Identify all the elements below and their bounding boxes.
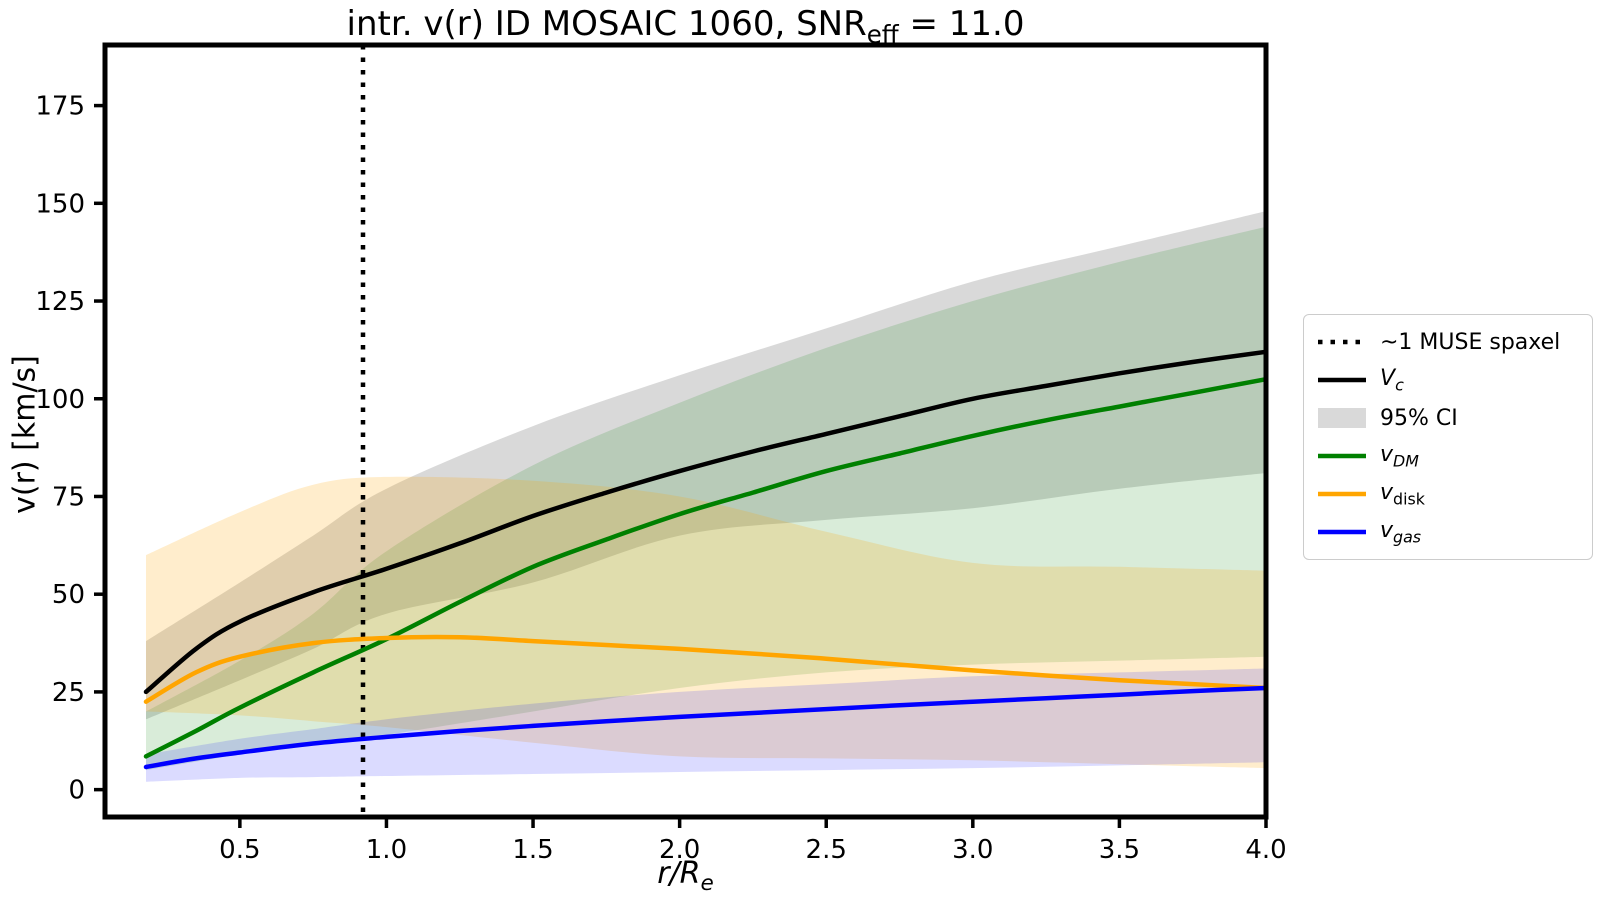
legend-label: vgas [1380, 517, 1422, 547]
ci-band-vdm-95-ci [146, 226, 1266, 771]
y-tick-label: 75 [52, 482, 85, 512]
y-tick-label: 175 [35, 92, 85, 122]
legend-label: Vc [1380, 365, 1404, 395]
x-axis-label: r/Re [105, 856, 1266, 896]
x-tick-label: 0.5 [219, 835, 260, 865]
y-tick-label: 125 [35, 287, 85, 317]
legend-line-sample [1318, 491, 1366, 497]
legend: ~1 MUSE spaxel Vc 95% CI vDM vdisk vgas [1303, 314, 1593, 560]
legend-entry: vDM [1318, 437, 1572, 475]
y-tick-label: 100 [35, 385, 85, 415]
legend-entry: vgas [1318, 513, 1572, 551]
legend-entry: Vc [1318, 361, 1572, 399]
x-tick-label: 2.0 [659, 835, 700, 865]
chart-title-text: intr. v(r) ID MOSAIC 1060, SNR [346, 4, 867, 44]
x-tick-label: 1.0 [366, 835, 407, 865]
legend-entry: vdisk [1318, 475, 1572, 513]
legend-label: 95% CI [1380, 405, 1458, 431]
chart-title: intr. v(r) ID MOSAIC 1060, SNReff = 11.0 [105, 4, 1266, 49]
curve-v-c [143, 349, 1269, 695]
y-tick-label: 25 [52, 678, 85, 708]
x-axis-label-subscript: e [700, 871, 714, 896]
x-tick-label: 4.0 [1245, 835, 1286, 865]
y-tick-label: 0 [68, 776, 85, 806]
x-tick-label: 3.0 [952, 835, 993, 865]
legend-line-sample [1318, 529, 1366, 535]
legend-line-sample [1318, 377, 1366, 383]
curve-v-disk [143, 634, 1269, 704]
curve-v-gas [143, 685, 1269, 770]
x-tick-label: 2.5 [806, 835, 847, 865]
legend-entry: ~1 MUSE spaxel [1318, 323, 1572, 361]
legend-dotted-line-sample [1318, 339, 1366, 345]
y-tick-label: 150 [35, 189, 85, 219]
legend-entry: 95% CI [1318, 399, 1572, 437]
legend-label: vDM [1380, 441, 1419, 471]
legend-patch-swatch [1318, 408, 1366, 428]
ci-band-vdisk-95-ci [146, 476, 1266, 769]
axes-frame [102, 42, 1269, 820]
chart-title-suffix: = 11.0 [898, 4, 1025, 44]
x-axis-label-base: r/R [657, 856, 701, 891]
legend-label: vdisk [1380, 479, 1425, 509]
legend-label: ~1 MUSE spaxel [1380, 329, 1561, 355]
legend-line-sample [1318, 453, 1366, 459]
x-tick-label: 3.5 [1099, 835, 1140, 865]
y-tick-label: 50 [52, 580, 85, 610]
curve-v-dm [143, 376, 1269, 759]
ci-band-vgas-95-ci [146, 668, 1266, 782]
x-tick-label: 1.5 [512, 835, 553, 865]
